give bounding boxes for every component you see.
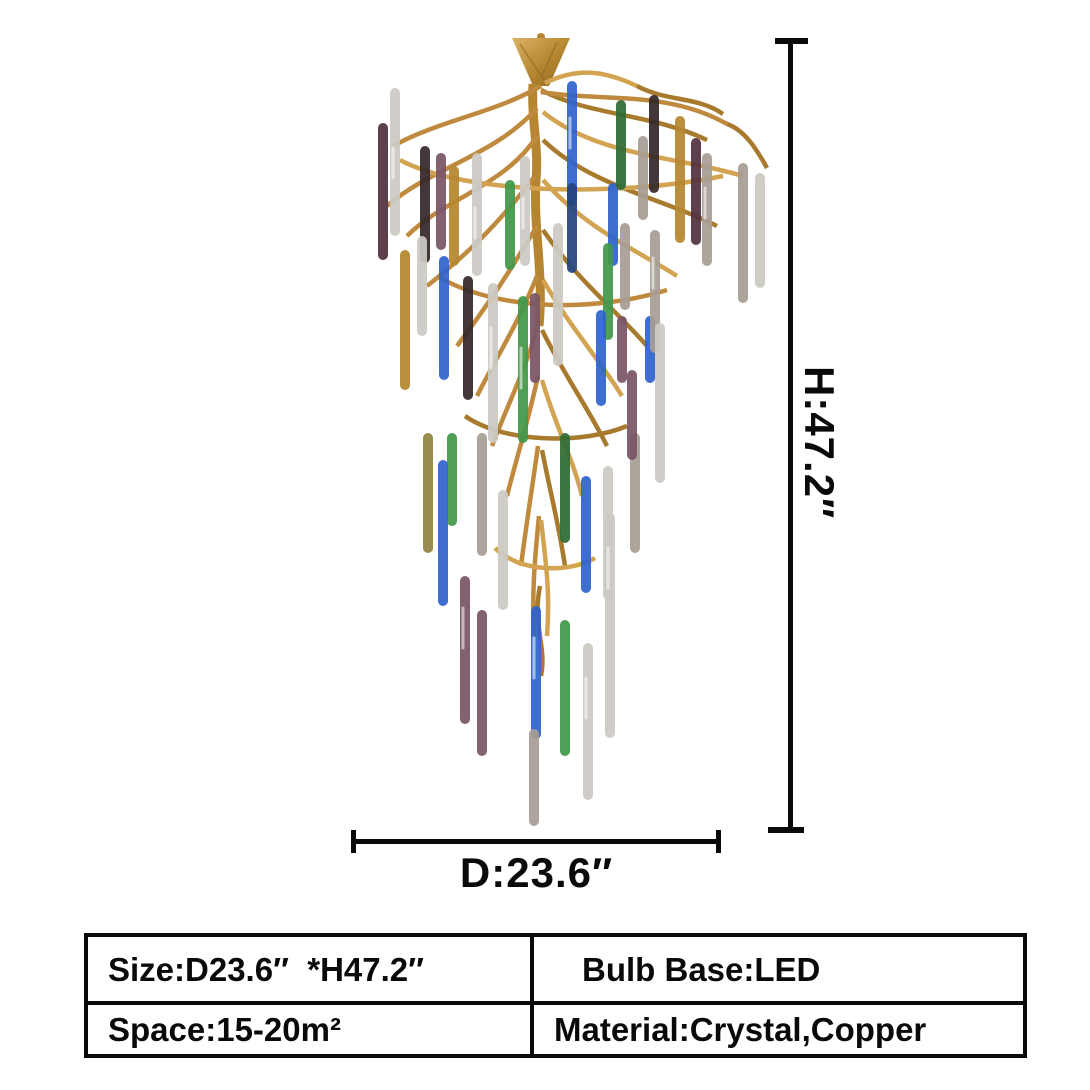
height-dimension-line [788,40,793,831]
diameter-line-right-tick [716,830,721,853]
spec-cell-space: Space:15-20m² [88,1001,530,1054]
chandelier-canopy [512,33,570,327]
chandelier-image [378,33,769,826]
spec-cell-size: Size:D23.6″ *H47.2″ [108,950,424,988]
height-line-bottom-cap [768,827,804,833]
spec-table: Size:D23.6″ *H47.2″ Bulb Base:LED Space:… [84,933,1027,1058]
chandelier-crystal-rods [378,81,765,826]
diameter-dimension-line [353,839,720,844]
glass-highlights [391,116,707,720]
height-dimension-label: H:47.2″ [796,366,843,520]
spec-cell-bulb-base: Bulb Base:LED [530,937,1023,1001]
diameter-dimension-label: D:23.6″ [459,849,614,896]
spec-cell-material: Material:Crystal,Copper [530,1001,1023,1054]
